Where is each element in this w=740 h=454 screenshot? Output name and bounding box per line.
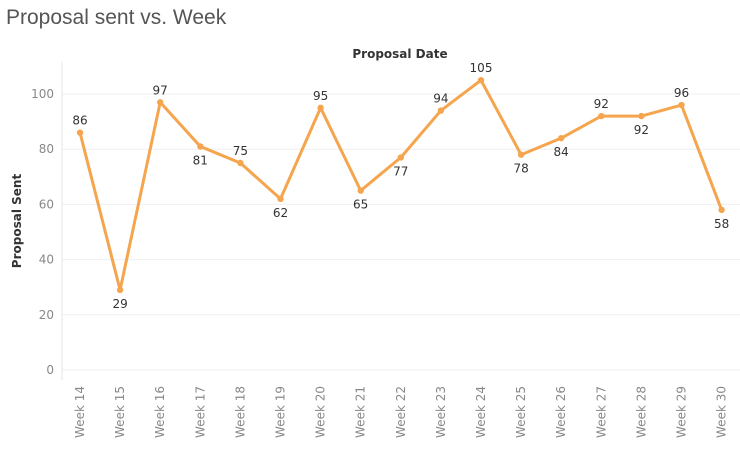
data-point[interactable]	[517, 151, 525, 158]
x-tick-label: Week 24	[474, 386, 488, 438]
data-point[interactable]	[76, 129, 84, 136]
x-tick-label: Week 14	[73, 386, 87, 438]
data-label: 92	[594, 97, 609, 111]
data-point[interactable]	[277, 195, 284, 203]
data-points	[76, 77, 725, 294]
data-point[interactable]	[357, 187, 364, 194]
data-point[interactable]	[718, 206, 725, 214]
data-point[interactable]	[397, 154, 404, 161]
data-point[interactable]	[477, 77, 485, 84]
y-tick-labels: 0 20 40 60 80 100	[31, 87, 54, 377]
page-title: Proposal sent vs. Week	[6, 6, 227, 29]
x-tick-label: Week 18	[233, 386, 247, 438]
x-tick-label: Week 21	[354, 386, 368, 438]
data-point[interactable]	[116, 286, 124, 294]
y-tick-label: 0	[46, 363, 54, 377]
x-tick-label: Week 29	[675, 386, 689, 438]
data-point[interactable]	[638, 112, 645, 120]
data-point[interactable]	[598, 112, 605, 120]
data-labels: 86 29 97 81 75 62 95 65 77 94 105 78 84 92 92 96 58	[72, 61, 729, 311]
y-tick-label: 80	[39, 142, 54, 156]
series-line	[78, 78, 724, 292]
data-point[interactable]	[237, 159, 244, 167]
data-label: 75	[233, 144, 248, 158]
x-tick-labels: Week 14 Week 15 Week 16 Week 17 Week 18 Week …	[73, 386, 729, 438]
x-tick-label: Week 25	[514, 386, 528, 438]
data-label: 78	[513, 162, 528, 176]
y-tick-label: 100	[31, 87, 54, 101]
data-label: 81	[193, 153, 208, 167]
data-point[interactable]	[437, 107, 445, 114]
x-tick-label: Week 22	[394, 386, 408, 438]
data-label: 62	[273, 206, 288, 220]
data-label: 86	[72, 114, 87, 128]
x-tick-label: Week 17	[193, 386, 207, 438]
x-tick-label: Week 27	[594, 386, 608, 438]
x-tick-label: Week 16	[153, 386, 167, 438]
x-tick-label: Week 19	[274, 386, 288, 438]
grid-lines	[62, 93, 740, 371]
data-label: 96	[674, 86, 689, 100]
data-label: 58	[714, 217, 729, 231]
x-tick-label: Week 30	[715, 386, 729, 438]
data-label: 97	[153, 83, 168, 97]
data-point[interactable]	[678, 101, 685, 109]
x-axis-title: Proposal Date	[352, 47, 447, 61]
x-tick-label: Week 15	[113, 386, 127, 438]
y-axis-title: Proposal Sent	[10, 174, 24, 269]
y-tick-label: 40	[39, 253, 54, 267]
data-label: 95	[313, 89, 328, 103]
data-label: 77	[393, 164, 408, 178]
data-label: 65	[353, 198, 368, 212]
x-tick-label: Week 20	[314, 386, 328, 438]
data-label: 105	[470, 61, 493, 75]
x-tick-label: Week 28	[634, 386, 648, 438]
data-point[interactable]	[157, 99, 164, 106]
data-label: 94	[433, 92, 448, 106]
data-point[interactable]	[317, 104, 324, 112]
x-tick-label: Week 26	[554, 386, 568, 438]
y-tick-label: 20	[39, 308, 54, 322]
data-label: 29	[112, 297, 127, 311]
data-label: 84	[554, 145, 569, 159]
y-tick-label: 60	[39, 197, 54, 211]
data-point[interactable]	[558, 134, 565, 142]
x-tick-label: Week 23	[434, 386, 448, 438]
data-point[interactable]	[197, 143, 204, 150]
data-label: 92	[634, 123, 649, 137]
